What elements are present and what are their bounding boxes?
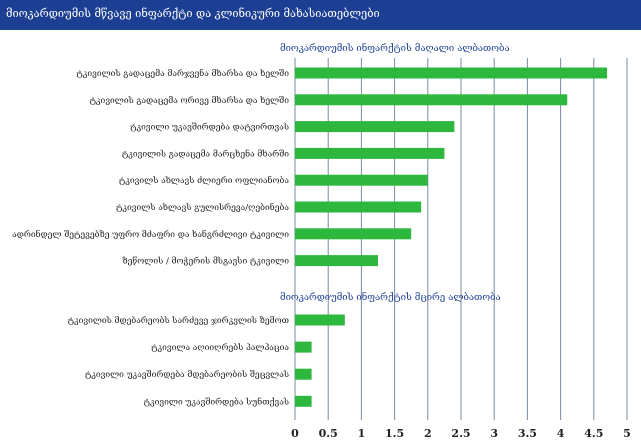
category-label: ტკივილი უკავშირდება დატვირთვას bbox=[130, 122, 289, 133]
category-label: ადრინდელ შეტევებზე უფრო მძაფრი და ხანგრძ… bbox=[12, 228, 289, 240]
bar bbox=[295, 341, 312, 353]
category-label: ტკივილის გადაცემა ორივე მხარსა და ხელში bbox=[90, 95, 290, 106]
x-tick-label: 0.5 bbox=[319, 427, 338, 440]
x-tick-label: 4.5 bbox=[584, 427, 603, 440]
x-tick-label: 3 bbox=[490, 427, 498, 440]
x-tick-label: 4 bbox=[557, 427, 565, 440]
category-label: ზეწოლის / მოჭერის მსგავსი ტკივილი bbox=[122, 256, 289, 267]
category-label: ტკივილი უკავშირდება მდებარეობის შეცვლას bbox=[85, 369, 289, 380]
category-label: ტკივილის გადაცემა მარცხენა მხარში bbox=[122, 147, 289, 159]
bar bbox=[295, 147, 445, 159]
x-tick-label: 1.5 bbox=[385, 427, 404, 440]
bar bbox=[295, 255, 378, 267]
bar bbox=[295, 228, 412, 240]
bar bbox=[295, 314, 345, 326]
bar bbox=[295, 121, 455, 133]
category-label: ტკივილი უკავშირდება სუნთქვას bbox=[144, 395, 289, 407]
bar bbox=[295, 67, 608, 79]
chart-header: მიოკარდიუმის მწვავე ინფარქტი და კლინიკურ… bbox=[0, 0, 641, 30]
x-tick-label: 2 bbox=[424, 427, 432, 440]
group-title: მიოკარდიუმის ინფარქტის მაღალი ალბათობა bbox=[280, 42, 510, 54]
x-tick-label: 2.5 bbox=[451, 427, 470, 440]
x-tick-label: 0 bbox=[291, 427, 299, 440]
bar bbox=[295, 368, 312, 380]
category-label: ტკივილს ახლავს ძლიერი ოფლიანობა bbox=[119, 174, 289, 186]
x-tick-label: 3.5 bbox=[518, 427, 537, 440]
category-label: ტკივილს ახლავს გულისრევა/ღებინება bbox=[116, 201, 289, 213]
bar bbox=[295, 94, 568, 106]
bar bbox=[295, 174, 428, 186]
bar bbox=[295, 201, 422, 213]
x-tick-label: 5 bbox=[623, 427, 631, 440]
bar bbox=[295, 395, 312, 407]
category-label: ტკივილა აღიიღრებს პალპაცია bbox=[151, 342, 289, 353]
x-tick-label: 1 bbox=[358, 427, 366, 440]
group-title: მიოკარდიუმის ინფარქტის მცირე ალბათობა bbox=[280, 291, 501, 303]
category-label: ტკივილის გადაცემა მარჯვენა მხარსა და ხელ… bbox=[76, 67, 289, 79]
category-label: ტკივილის მდებარეობს სარძევე ჯირკვლის ზემ… bbox=[68, 315, 289, 326]
chart-title: მიოკარდიუმის მწვავე ინფარქტი და კლინიკურ… bbox=[6, 7, 380, 20]
